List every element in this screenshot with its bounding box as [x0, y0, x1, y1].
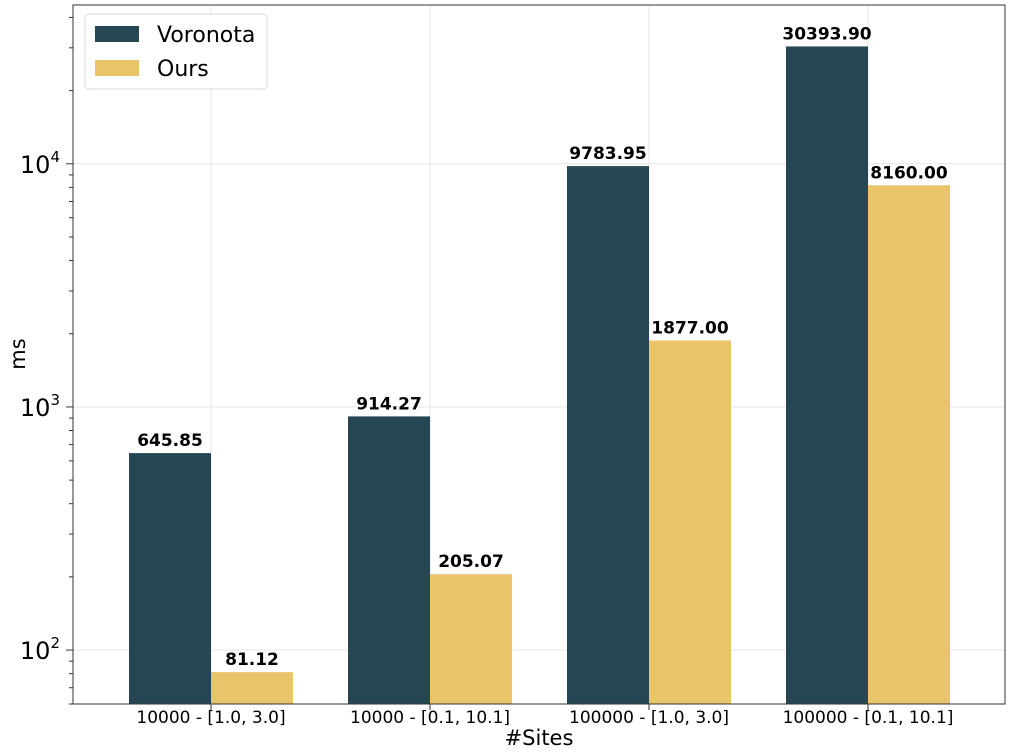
data-label-voronota-1: 645.85: [137, 431, 203, 451]
x-tick-label: 10000 - [0.1, 10.1]: [350, 708, 510, 728]
x-axis-label: #Sites: [505, 726, 574, 750]
bar-voronota-1: [129, 453, 211, 704]
y-tick-label: 103: [20, 391, 60, 422]
data-label-ours-2: 205.07: [438, 552, 504, 572]
x-tick-label: 100000 - [1.0, 3.0]: [569, 708, 729, 728]
y-axis-label: ms: [6, 338, 30, 369]
x-tick-label: 100000 - [0.1, 10.1]: [783, 708, 954, 728]
data-label-ours-3: 1877.00: [651, 318, 729, 338]
data-labels: 645.85 914.27 9783.95 30393.90 81.12 205.07 18…: [137, 24, 948, 670]
data-label-voronota-2: 914.27: [356, 394, 422, 414]
plot-frame: [72, 4, 1006, 705]
legend: Voronota Ours: [84, 13, 268, 90]
bar-ours-4: [868, 185, 950, 704]
legend-swatch-voronota: [95, 26, 139, 42]
data-label-voronota-3: 9783.95: [569, 144, 646, 164]
legend-label-voronota: Voronota: [157, 23, 255, 48]
y-tick-label: 102: [20, 634, 60, 665]
x-tick-labels: 10000 - [1.0, 3.0] 10000 - [0.1, 10.1] 100…: [136, 704, 953, 728]
data-label-voronota-4: 30393.90: [782, 24, 871, 44]
bars: [129, 46, 950, 705]
legend-label-ours: Ours: [157, 57, 209, 82]
minor-ticks: [66, 16, 73, 705]
bar-ours-2: [430, 574, 512, 704]
bar-voronota-2: [348, 416, 430, 704]
bar-ours-1: [211, 672, 293, 704]
y-tick-labels: 102 103 104: [20, 148, 60, 665]
data-label-ours-4: 8160.00: [870, 163, 948, 183]
bar-voronota-4: [786, 46, 868, 705]
bar-voronota-3: [567, 166, 649, 705]
x-tick-label: 10000 - [1.0, 3.0]: [136, 708, 285, 728]
bar-ours-3: [649, 340, 731, 704]
legend-swatch-ours: [95, 60, 139, 76]
data-label-ours-1: 81.12: [225, 650, 279, 670]
y-tick-label: 104: [20, 148, 60, 179]
